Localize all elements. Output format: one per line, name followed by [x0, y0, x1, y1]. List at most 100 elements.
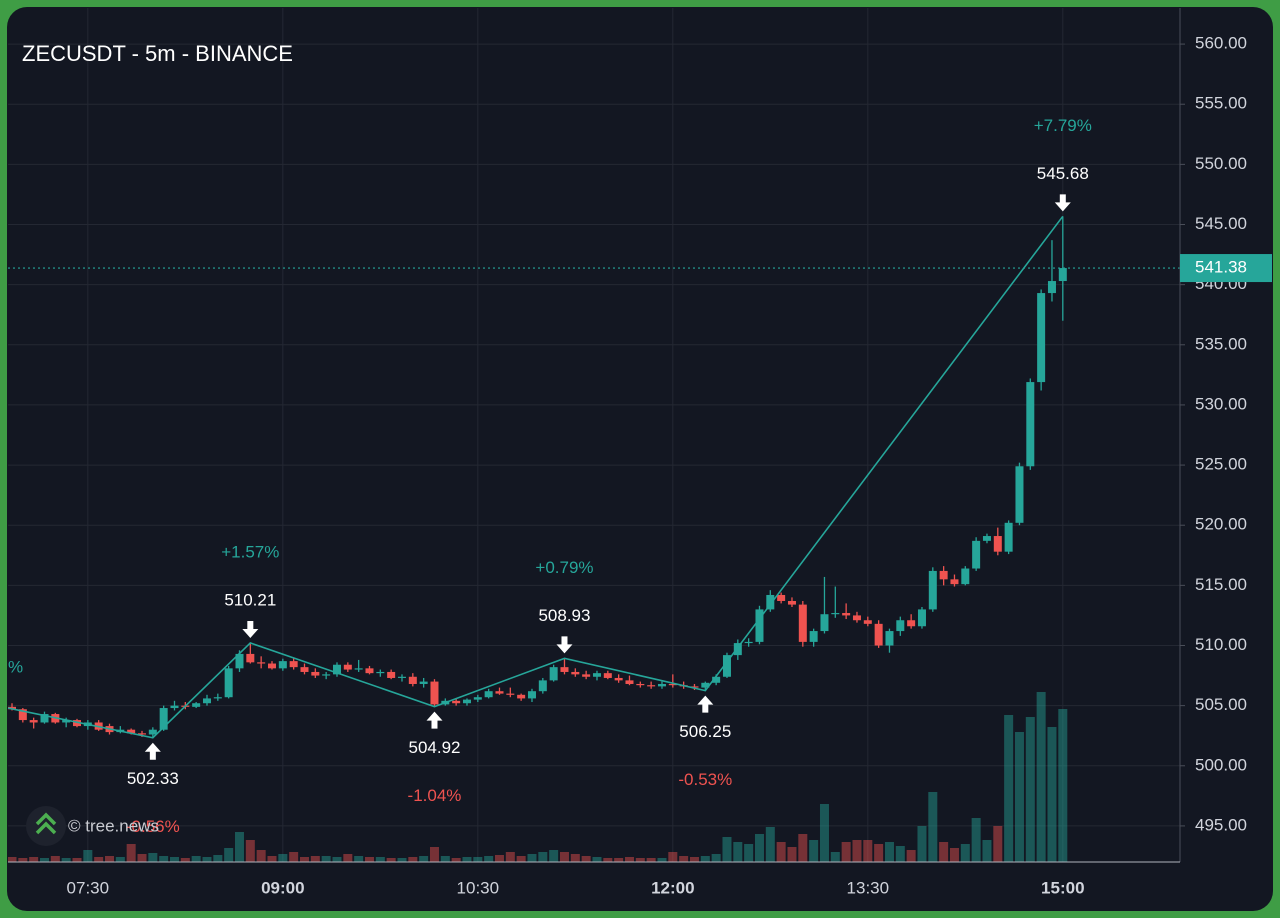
candle-body	[917, 609, 926, 627]
candle-body	[668, 683, 677, 686]
pivot-price-label: 510.21	[224, 590, 276, 609]
volume-bar	[83, 850, 93, 862]
volume-bar	[354, 856, 364, 862]
pivot-price-label: 506.25	[679, 722, 731, 741]
volume-bar	[646, 858, 656, 862]
volume-bar	[29, 857, 39, 862]
candle-body	[582, 674, 591, 677]
candle-body	[1004, 522, 1013, 552]
pivot-price-label: 502.33	[127, 769, 179, 788]
candle-body	[712, 676, 721, 683]
volume-bar	[982, 840, 992, 862]
candle-body	[1026, 382, 1035, 467]
candle-body	[733, 643, 742, 656]
candle-body	[72, 720, 81, 727]
pivot-arrow	[144, 742, 161, 760]
x-tick-label: 13:30	[847, 878, 890, 897]
candle-body	[473, 697, 482, 700]
volume-bar	[819, 804, 829, 862]
candle-body	[300, 667, 309, 672]
zigzag-line	[8, 215, 1064, 739]
y-tick-label: 550.00	[1195, 154, 1247, 173]
y-tick-label: 525.00	[1195, 455, 1247, 474]
volume-bar	[440, 856, 450, 862]
candle-body	[863, 620, 872, 624]
y-tick-label: 555.00	[1195, 94, 1247, 113]
candle-body	[625, 680, 634, 684]
candle-body	[787, 600, 796, 605]
candle-body	[387, 671, 396, 678]
candle-body	[1047, 281, 1056, 294]
volume-bar	[776, 842, 786, 862]
pivot-price-label: 545.68	[1037, 164, 1089, 183]
candle-body	[722, 655, 731, 677]
candle-body	[311, 671, 320, 676]
volume-bar	[180, 858, 190, 862]
y-tick-label: 510.00	[1195, 635, 1247, 654]
candle-body	[657, 683, 666, 687]
candle-body	[354, 668, 363, 670]
candle-body	[495, 691, 504, 694]
candle-body	[289, 661, 298, 668]
volume-bar	[50, 856, 60, 862]
volume-bar	[332, 857, 342, 862]
volume-bar	[928, 792, 938, 862]
volume-bar	[299, 857, 309, 862]
candle-body	[397, 676, 406, 678]
pivot-change-label: -0.53%	[678, 770, 732, 789]
volume-bar	[841, 842, 851, 862]
candle-body	[527, 691, 536, 699]
candle-body	[939, 570, 948, 580]
candle-body	[701, 682, 710, 688]
volume-bar	[700, 856, 710, 862]
candle-body	[278, 661, 287, 669]
volume-bar	[603, 858, 613, 862]
candle-body	[982, 536, 991, 541]
volume-bar	[744, 844, 754, 862]
y-tick-label: 505.00	[1195, 695, 1247, 714]
volume-bar	[635, 858, 645, 862]
pivot-arrow	[426, 711, 443, 729]
volume-bar	[451, 858, 461, 862]
volume-bar	[906, 850, 916, 862]
candle-body	[18, 709, 27, 721]
panel	[7, 7, 1273, 911]
volume-bar	[494, 855, 504, 862]
candle-body	[744, 641, 753, 644]
candle-body	[365, 668, 374, 674]
volume-bar	[1047, 727, 1057, 862]
pivot-change-label: +7.79%	[1034, 116, 1092, 135]
volume-bar	[419, 856, 429, 862]
pivot-arrow	[697, 695, 714, 713]
candle-body	[972, 540, 981, 569]
candle-body	[148, 729, 157, 735]
volume-bar	[939, 842, 949, 862]
y-tick-label: 500.00	[1195, 755, 1247, 774]
pivot-change-label: -0.56%	[126, 817, 180, 836]
candle-body	[690, 686, 699, 688]
pivot-change-label: -1.04%	[408, 786, 462, 805]
x-tick-label: 07:30	[67, 878, 110, 897]
volume-bar	[765, 827, 775, 862]
volume-bar	[364, 857, 374, 862]
candle-body	[213, 697, 222, 699]
pivot-arrow	[1054, 194, 1071, 212]
volume-bar	[711, 854, 721, 862]
candle-body	[267, 663, 276, 669]
volume-bar	[570, 854, 580, 862]
candle-body	[647, 685, 656, 687]
volume-bar	[343, 854, 353, 862]
candle-body	[852, 615, 861, 621]
volume-bar	[234, 832, 244, 862]
volume-bar	[159, 856, 169, 862]
volume-bar	[538, 852, 548, 862]
pivot-price-label: 508.93	[538, 606, 590, 625]
volume-bar	[289, 852, 299, 862]
candle-body	[462, 699, 471, 704]
candle-body	[246, 653, 255, 663]
candle-body	[549, 667, 558, 681]
candle-body	[506, 693, 515, 695]
candle-body	[257, 662, 266, 664]
candle-body	[820, 614, 829, 632]
volume-bar	[722, 837, 732, 862]
